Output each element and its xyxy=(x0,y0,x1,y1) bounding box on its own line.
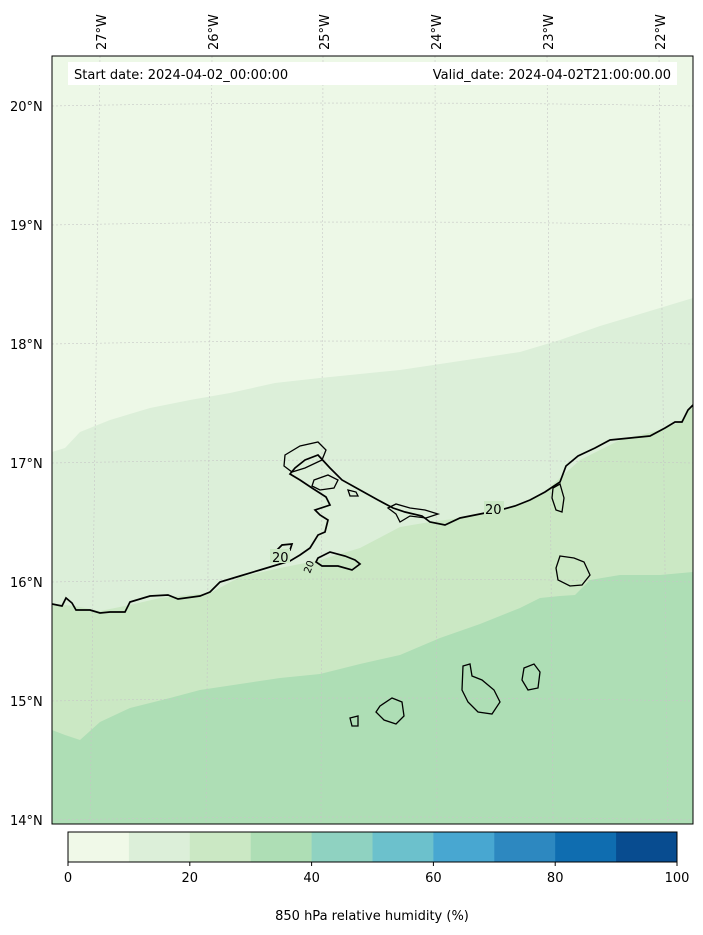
island-santo-antao xyxy=(283,441,327,473)
colorbar-tick-label-60: 60 xyxy=(425,871,442,886)
lon-label-25w: 25°W xyxy=(318,14,333,50)
gridline-lat-19n xyxy=(52,221,693,226)
lat-label-15n: 15°N xyxy=(10,695,43,710)
valid-date-label: Valid_date: 2024-04-02T21:00:00.00 xyxy=(433,68,671,83)
colorbar-tick-label-0: 0 xyxy=(64,871,72,886)
contour-label-east: 20 xyxy=(485,503,502,518)
graticule xyxy=(52,56,693,824)
island-boa-vista xyxy=(555,555,591,587)
gridline-lon-23w xyxy=(546,56,554,824)
colorbar-segment-10-20 xyxy=(128,832,191,862)
colorbar-segment-80-90 xyxy=(555,832,617,862)
lon-label-26w: 26°W xyxy=(207,14,222,50)
contour-label-bg-east xyxy=(484,501,504,515)
lat-label-16n: 16°N xyxy=(10,576,43,591)
colorbar-title: 850 hPa relative humidity (%) xyxy=(275,909,469,924)
gridline-lon-25w xyxy=(320,56,324,824)
colorbar-segment-40-50 xyxy=(311,832,373,862)
header-box: Start date: 2024-04-02_00:00:00 Valid_da… xyxy=(68,62,677,85)
island-brava xyxy=(349,715,359,727)
gridline-lon-26w xyxy=(205,56,213,824)
gridline-lat-17n xyxy=(52,459,693,464)
island-sal xyxy=(551,483,565,513)
island-sao-vicente xyxy=(311,474,339,491)
contour-labels: 20 20 20 xyxy=(270,501,504,575)
lon-label-27w: 27°W xyxy=(95,14,110,50)
island-fogo xyxy=(375,697,405,725)
island-sao-nicolau xyxy=(386,503,441,523)
gridline-lat-16n xyxy=(52,578,693,583)
lon-label-23w: 23°W xyxy=(542,14,557,50)
map-frame xyxy=(51,55,694,825)
gridline-lon-22w xyxy=(658,56,669,824)
gridline-lat-20n xyxy=(52,102,693,107)
gridline-lon-24w xyxy=(434,56,438,824)
colorbar-tick-label-40: 40 xyxy=(303,871,320,886)
contour-label-bg-west xyxy=(270,549,290,563)
gridline-lat-18n xyxy=(52,340,693,345)
lat-labels: 20°N 19°N 18°N 17°N 16°N 15°N 14°N xyxy=(10,100,43,829)
colorbar-tick-label-100: 100 xyxy=(665,871,690,886)
islands xyxy=(283,441,591,727)
lat-label-18n: 18°N xyxy=(10,338,43,353)
colorbar-segment-90-100 xyxy=(616,832,678,862)
lat-label-19n: 19°N xyxy=(10,219,43,234)
lon-label-22w: 22°W xyxy=(654,14,669,50)
lon-label-24w: 24°W xyxy=(430,14,445,50)
header-background xyxy=(68,62,677,85)
colorbar-frame xyxy=(67,831,678,863)
lat-label-17n: 17°N xyxy=(10,457,43,472)
island-maio xyxy=(521,663,541,691)
lat-label-14n: 14°N xyxy=(10,814,43,829)
island-santiago xyxy=(461,663,501,715)
colorbar xyxy=(67,831,678,863)
contour-20-loop-south xyxy=(314,551,362,571)
colorbar-segment-70-80 xyxy=(494,832,556,862)
humidity-field xyxy=(52,56,693,824)
colorbar-segment-60-70 xyxy=(433,832,495,862)
gridline-lat-14n xyxy=(52,816,693,821)
colorbar-segment-0-10 xyxy=(68,832,130,862)
colorbar-segment-20-30 xyxy=(189,832,252,862)
lon-labels: 27°W 26°W 25°W 24°W 23°W 22°W xyxy=(95,14,669,50)
colorbar-tick-label-20: 20 xyxy=(182,871,199,886)
island-santa-luzia xyxy=(347,489,360,497)
gridline-lon-27w xyxy=(89,56,101,824)
colorbar-segment-50-60 xyxy=(372,832,434,862)
contour-label-small: 20 xyxy=(302,559,317,575)
contour-label-west: 20 xyxy=(272,551,289,566)
colorbar-ticks: 0 20 40 60 80 100 xyxy=(64,862,690,886)
start-date-label: Start date: 2024-04-02_00:00:00 xyxy=(74,68,288,83)
colorbar-segment-30-40 xyxy=(250,832,313,862)
lat-label-20n: 20°N xyxy=(10,100,43,115)
gridline-lat-15n xyxy=(52,697,693,702)
colorbar-tick-label-80: 80 xyxy=(547,871,564,886)
contour-20-main xyxy=(52,404,693,614)
